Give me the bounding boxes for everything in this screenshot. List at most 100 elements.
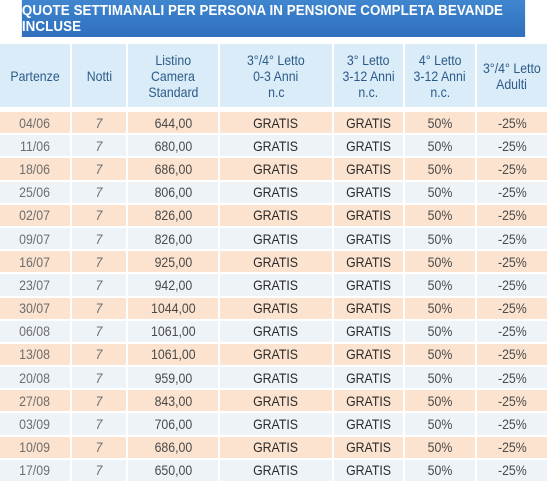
table-row: 27/08 7 843,00 GRATIS GRATIS 50% -25% (0, 390, 547, 414)
cell-letto3: GRATIS (334, 227, 405, 252)
cell-letto4: 50% (405, 459, 477, 483)
table-row: 25/06 7 806,00 GRATIS GRATIS 50% -25% (0, 181, 547, 205)
cell-letto34-0-3: GRATIS (220, 413, 334, 437)
cell-letto3: GRATIS (334, 274, 405, 298)
table-row: 30/07 7 1044,00 GRATIS GRATIS 50% -25% (0, 297, 547, 321)
cell-notti: 7 (72, 459, 128, 483)
cell-letto3: GRATIS (334, 112, 405, 136)
cell-listino: 686,00 (128, 436, 220, 460)
cell-notti: 7 (72, 274, 128, 298)
cell-listino: 806,00 (128, 181, 220, 205)
cell-letto4: 50% (405, 343, 477, 368)
cell-letto34-0-3: GRATIS (220, 135, 334, 159)
cell-letto4: 50% (405, 320, 477, 344)
cell-letto4: 50% (405, 158, 477, 182)
header-letto34-0-3-line-3: n.c (267, 83, 285, 100)
cell-listino: 959,00 (128, 367, 220, 391)
table-row: 04/06 7 644,00 GRATIS GRATIS 50% -25% (0, 112, 547, 136)
cell-adulti: -25% (477, 135, 547, 159)
header-partenze: Partenze (0, 44, 72, 107)
cell-listino: 1044,00 (128, 297, 220, 321)
cell-listino: 1061,00 (128, 343, 220, 368)
cell-listino: 826,00 (128, 227, 220, 252)
cell-partenze: 27/08 (0, 390, 72, 414)
table-title-text: QUOTE SETTIMANALI PER PERSONA IN PENSION… (21, 2, 504, 35)
cell-letto34-0-3: GRATIS (220, 181, 334, 205)
cell-listino: 1061,00 (128, 320, 220, 344)
cell-letto4: 50% (405, 112, 477, 136)
header-listino: Listino Camera Standard (128, 44, 220, 107)
price-table: Partenze Notti Listino Camera Standard 3… (0, 44, 547, 483)
header-adulti-line-2: Adulti (496, 75, 528, 92)
cell-notti: 7 (72, 297, 128, 321)
cell-letto4: 50% (405, 413, 477, 437)
cell-adulti: -25% (477, 367, 547, 391)
table-row: 17/09 7 650,00 GRATIS GRATIS 50% -25% (0, 459, 547, 483)
cell-notti: 7 (72, 343, 128, 368)
table-row: 03/09 7 706,00 GRATIS GRATIS 50% -25% (0, 413, 547, 437)
header-letto4-3-12: 4° Letto 3-12 Anni n.c. (405, 44, 477, 107)
header-letto3-line-3: n.c. (358, 83, 379, 100)
cell-letto4: 50% (405, 297, 477, 321)
cell-partenze: 18/06 (0, 158, 72, 182)
cell-listino: 925,00 (128, 251, 220, 275)
cell-letto34-0-3: GRATIS (220, 459, 334, 483)
cell-letto4: 50% (405, 227, 477, 252)
cell-letto3: GRATIS (334, 436, 405, 460)
header-letto34-adulti: 3°/4° Letto Adulti (477, 44, 547, 107)
cell-adulti: -25% (477, 158, 547, 182)
header-listino-line-3: Standard (147, 83, 198, 100)
table-row: 02/07 7 826,00 GRATIS GRATIS 50% -25% (0, 204, 547, 228)
cell-letto4: 50% (405, 135, 477, 159)
header-letto34-0-3-line-2: 0-3 Anni (253, 67, 299, 84)
cell-letto3: GRATIS (334, 135, 405, 159)
header-letto4-line-2: 3-12 Anni (413, 67, 467, 84)
header-listino-line-1: Listino (155, 51, 191, 68)
cell-partenze: 16/07 (0, 251, 72, 275)
cell-notti: 7 (72, 227, 128, 252)
cell-letto34-0-3: GRATIS (220, 274, 334, 298)
cell-letto34-0-3: GRATIS (220, 367, 334, 391)
cell-notti: 7 (72, 367, 128, 391)
cell-letto4: 50% (405, 436, 477, 460)
table-row: 18/06 7 686,00 GRATIS GRATIS 50% -25% (0, 158, 547, 182)
cell-letto34-0-3: GRATIS (220, 390, 334, 414)
cell-adulti: -25% (477, 413, 547, 437)
cell-notti: 7 (72, 390, 128, 414)
cell-adulti: -25% (477, 459, 547, 483)
table-row: 13/08 7 1061,00 GRATIS GRATIS 50% -25% (0, 343, 547, 368)
cell-letto4: 50% (405, 181, 477, 205)
table-row: 23/07 7 942,00 GRATIS GRATIS 50% -25% (0, 274, 547, 298)
cell-notti: 7 (72, 158, 128, 182)
cell-partenze: 13/08 (0, 343, 72, 368)
cell-notti: 7 (72, 112, 128, 136)
cell-partenze: 20/08 (0, 367, 72, 391)
header-letto3-3-12: 3° Letto 3-12 Anni n.c. (334, 44, 405, 107)
cell-listino: 680,00 (128, 135, 220, 159)
cell-partenze: 17/09 (0, 459, 72, 483)
header-letto34-0-3: 3°/4° Letto 0-3 Anni n.c (220, 44, 334, 107)
cell-notti: 7 (72, 320, 128, 344)
cell-letto4: 50% (405, 367, 477, 391)
cell-adulti: -25% (477, 436, 547, 460)
cell-adulti: -25% (477, 297, 547, 321)
table-header: Partenze Notti Listino Camera Standard 3… (0, 44, 547, 112)
cell-adulti: -25% (477, 227, 547, 252)
cell-letto34-0-3: GRATIS (220, 251, 334, 275)
cell-notti: 7 (72, 204, 128, 228)
cell-letto34-0-3: GRATIS (220, 112, 334, 136)
table-row: 09/07 7 826,00 GRATIS GRATIS 50% -25% (0, 227, 547, 252)
cell-adulti: -25% (477, 343, 547, 368)
cell-listino: 843,00 (128, 390, 220, 414)
cell-letto34-0-3: GRATIS (220, 297, 334, 321)
cell-listino: 826,00 (128, 204, 220, 228)
cell-letto4: 50% (405, 390, 477, 414)
cell-partenze: 30/07 (0, 297, 72, 321)
cell-letto3: GRATIS (334, 251, 405, 275)
cell-adulti: -25% (477, 204, 547, 228)
cell-partenze: 11/06 (0, 135, 72, 159)
cell-letto34-0-3: GRATIS (220, 158, 334, 182)
cell-adulti: -25% (477, 181, 547, 205)
title-spacer (0, 37, 547, 44)
